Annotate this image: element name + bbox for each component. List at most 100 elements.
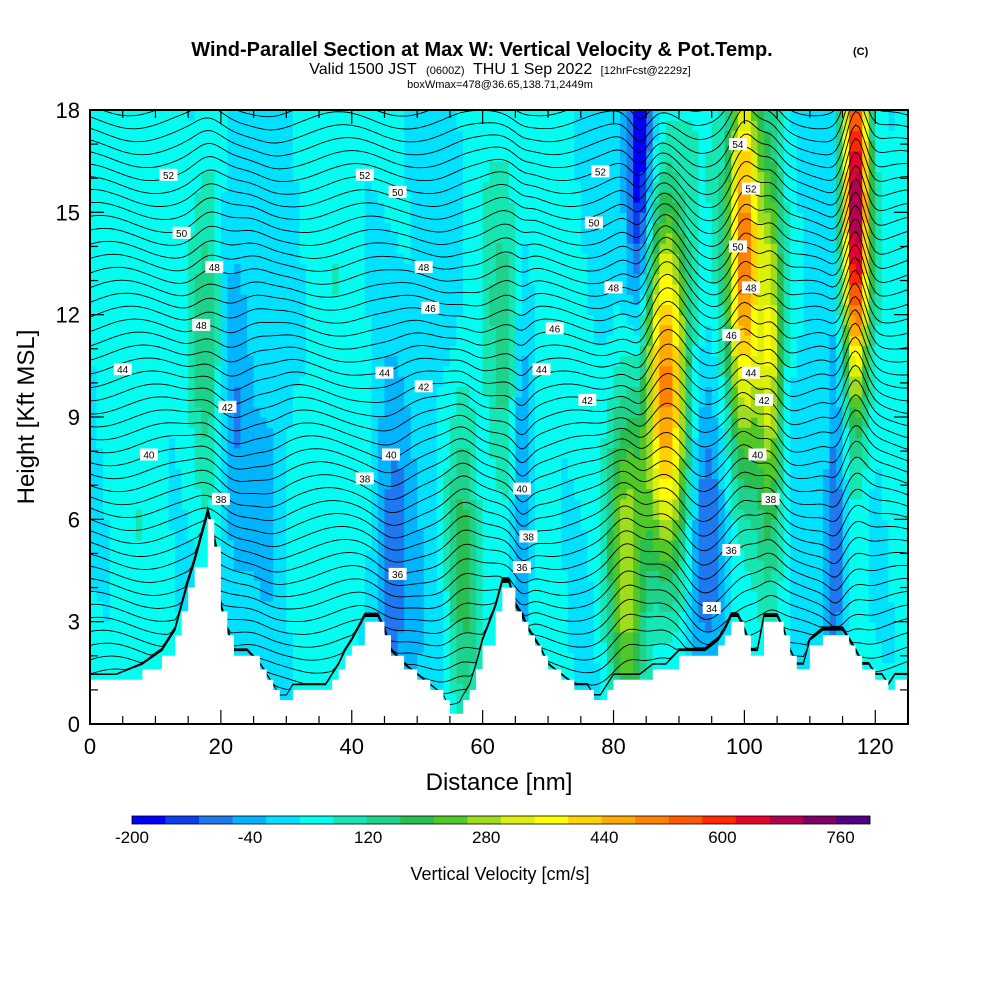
velocity-cell — [122, 140, 130, 152]
velocity-cell — [469, 355, 477, 367]
velocity-cell — [436, 110, 444, 121]
velocity-cell — [489, 457, 497, 469]
velocity-cell — [90, 253, 98, 265]
velocity-cell — [266, 631, 274, 643]
velocity-cell — [606, 181, 615, 193]
velocity-cell — [548, 447, 556, 459]
velocity-cell — [161, 580, 170, 592]
velocity-cell — [109, 447, 117, 459]
velocity-cell — [358, 539, 366, 551]
velocity-cell — [260, 191, 268, 203]
velocity-cell — [299, 652, 307, 664]
velocity-cell — [325, 171, 333, 183]
velocity-cell — [214, 376, 222, 387]
velocity-cell — [109, 488, 117, 500]
velocity-cell — [129, 652, 137, 664]
velocity-cell — [502, 161, 510, 172]
velocity-cell — [103, 181, 111, 193]
velocity-cell — [364, 550, 372, 561]
velocity-cell — [233, 161, 242, 172]
velocity-cell — [476, 253, 484, 265]
velocity-cell — [384, 550, 392, 561]
velocity-cell — [129, 253, 137, 265]
velocity-cell — [502, 580, 510, 592]
velocity-cell — [391, 529, 399, 541]
velocity-cell — [96, 130, 104, 142]
velocity-cell — [312, 580, 320, 592]
velocity-cell — [430, 345, 438, 357]
velocity-cell — [96, 590, 104, 602]
velocity-cell — [580, 150, 588, 162]
velocity-cell — [561, 560, 569, 572]
velocity-cell — [580, 130, 588, 142]
velocity-cell — [410, 222, 418, 234]
velocity-cell — [508, 376, 516, 387]
velocity-cell — [155, 181, 163, 193]
velocity-cell — [122, 642, 130, 653]
velocity-cell — [188, 273, 196, 285]
velocity-cell — [476, 324, 484, 336]
velocity-cell — [220, 550, 229, 561]
velocity-cell — [96, 324, 104, 336]
velocity-cell — [305, 243, 314, 254]
velocity-cell — [194, 478, 202, 490]
velocity-cell — [188, 376, 196, 387]
velocity-cell — [233, 621, 242, 633]
velocity-cell — [135, 120, 143, 132]
velocity-cell — [109, 580, 117, 592]
velocity-cell — [567, 355, 575, 367]
velocity-cell — [443, 406, 451, 418]
velocity-cell — [273, 631, 281, 643]
velocity-cell — [502, 283, 510, 295]
velocity-cell — [593, 642, 602, 653]
velocity-cell — [273, 560, 281, 572]
velocity-cell — [410, 601, 418, 613]
velocity-cell — [384, 140, 392, 152]
velocity-cell — [600, 243, 608, 254]
velocity-cell — [463, 570, 471, 582]
velocity-cell — [561, 621, 569, 633]
velocity-cell — [207, 478, 215, 490]
velocity-cell — [201, 253, 209, 265]
velocity-cell — [548, 202, 556, 213]
velocity-cell — [148, 355, 157, 367]
velocity-cell — [587, 529, 595, 541]
velocity-cell — [508, 161, 516, 172]
velocity-cell — [508, 243, 516, 254]
velocity-cell — [129, 181, 137, 193]
velocity-cell — [580, 570, 588, 582]
velocity-cell — [469, 191, 477, 203]
velocity-cell — [449, 550, 458, 561]
velocity-cell — [135, 161, 143, 172]
velocity-cell — [319, 110, 327, 121]
velocity-cell — [273, 498, 281, 510]
velocity-cell — [561, 386, 569, 398]
velocity-cell — [482, 376, 490, 387]
velocity-cell — [292, 683, 300, 694]
velocity-cell — [620, 509, 628, 520]
velocity-cell — [266, 560, 274, 572]
velocity-cell — [142, 621, 150, 633]
velocity-cell — [613, 652, 621, 664]
velocity-cell — [417, 304, 425, 316]
velocity-cell — [580, 621, 588, 633]
velocity-cell — [404, 376, 412, 387]
velocity-cell — [279, 693, 287, 705]
velocity-cell — [305, 253, 314, 265]
velocity-cell — [508, 417, 516, 428]
velocity-cell — [620, 294, 628, 306]
velocity-cell — [620, 222, 628, 234]
velocity-cell — [489, 355, 497, 367]
velocity-cell — [155, 457, 163, 469]
velocity-cell — [129, 396, 137, 408]
velocity-cell — [135, 386, 143, 398]
velocity-cell — [554, 396, 562, 408]
velocity-cell — [103, 253, 111, 265]
velocity-cell — [521, 212, 530, 224]
velocity-cell — [214, 283, 222, 295]
velocity-cell — [175, 335, 183, 346]
velocity-cell — [332, 376, 340, 387]
velocity-cell — [96, 355, 104, 367]
velocity-cell — [266, 498, 274, 510]
velocity-cell — [109, 171, 117, 183]
